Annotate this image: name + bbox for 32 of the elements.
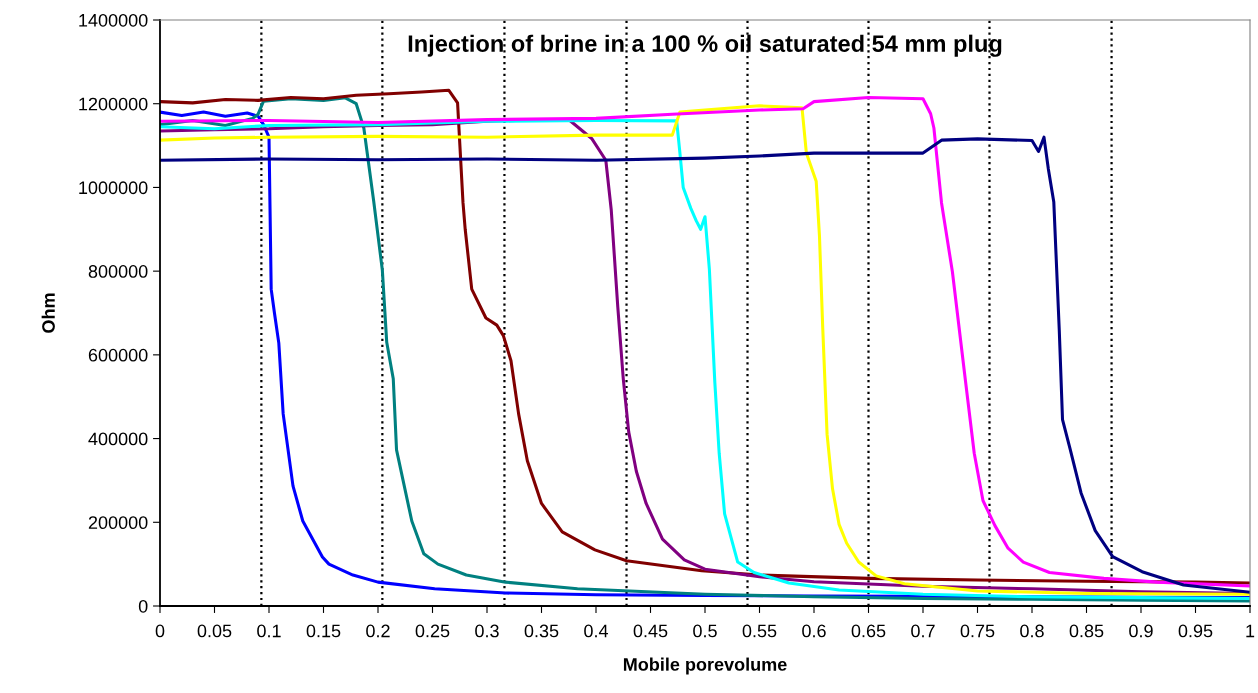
x-tick-label: 0.2: [366, 624, 390, 638]
y-tick-label: 600000: [88, 348, 148, 362]
y-tick-label: 200000: [88, 516, 148, 530]
y-tick-label: 0: [138, 599, 148, 613]
text: Injection of brine in a 100 % oil saturated 54 mm plug: [408, 34, 1002, 57]
x-tick-label: 0.25: [415, 624, 450, 638]
x-tick-label: 0.8: [1020, 624, 1044, 638]
x-tick-label: 0.7: [911, 624, 935, 638]
x-tick-label: 0.05: [197, 624, 232, 638]
x-tick-label: 0.1: [257, 624, 281, 638]
y-tick-label: 1400000: [79, 13, 148, 27]
x-tick-label: 0.85: [1069, 624, 1104, 638]
y-tick-label: 400000: [88, 432, 148, 446]
x-tick-label: 0.6: [802, 624, 826, 638]
x-tick-label: 0.5: [693, 624, 717, 638]
x-tick-label: 0: [155, 624, 165, 638]
x-tick-label: 1: [1246, 624, 1255, 638]
y-tick-label: 1200000: [79, 97, 148, 111]
x-axis-title: Mobile porevolume: [623, 657, 787, 675]
x-tick-label: 0.4: [584, 624, 609, 638]
y-tick-label: 800000: [88, 265, 148, 278]
x-tick-label: 0.75: [960, 624, 995, 638]
x-tick-label: 0.35: [524, 624, 559, 638]
y-tick-label: 1000000: [79, 181, 148, 195]
x-tick-label: 0.95: [1178, 624, 1213, 638]
x-tick-label: 0.55: [742, 624, 777, 638]
x-tick-label: 0.9: [1129, 624, 1153, 638]
x-tick-label: 0.45: [633, 624, 668, 638]
y-axis-title: Ohm: [41, 293, 55, 333]
x-tick-label: 0.15: [306, 624, 341, 638]
x-tick-label: 0.3: [475, 624, 499, 638]
x-tick-label: 0.65: [851, 624, 886, 638]
